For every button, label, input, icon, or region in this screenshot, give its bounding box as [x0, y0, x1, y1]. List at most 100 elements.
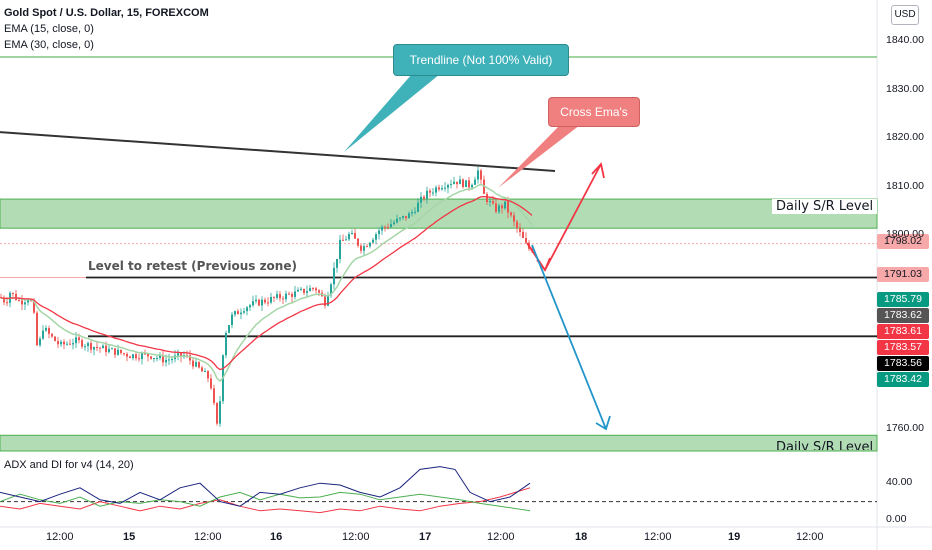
candle-body — [159, 355, 161, 358]
cross-callout-pointer — [498, 125, 580, 188]
candle-body — [354, 232, 356, 239]
candle-body — [213, 388, 215, 404]
candle-body — [426, 190, 428, 199]
candle-body — [216, 403, 218, 424]
candle-body — [351, 232, 353, 234]
trendline — [0, 131, 556, 172]
candle-body — [507, 201, 509, 213]
candle-body — [210, 378, 212, 389]
candle-body — [345, 239, 347, 241]
candle-body — [150, 356, 152, 359]
candle-body — [450, 183, 452, 185]
candle-body — [231, 314, 233, 326]
candle-body — [33, 300, 35, 313]
ema-slow-line — [0, 195, 533, 371]
candle-body — [180, 353, 182, 357]
candle-body — [6, 302, 8, 304]
candle-body — [486, 193, 488, 203]
candle-body — [66, 343, 68, 345]
candle-body — [15, 293, 17, 301]
candle-body — [411, 212, 413, 214]
candle-body — [255, 299, 257, 302]
candle-body — [78, 337, 80, 341]
y-tick-label: 1820.00 — [886, 131, 924, 143]
candle-body — [291, 294, 293, 297]
candle-body — [363, 246, 365, 251]
candle-body — [384, 226, 386, 228]
candle-body — [309, 288, 311, 292]
candle-body — [282, 298, 284, 300]
ema-slow-legend: EMA (30, close, 0) — [4, 39, 94, 51]
candle-body — [306, 291, 308, 293]
candle-body — [147, 353, 149, 357]
candle-body — [276, 294, 278, 298]
y-tick-label: 1800.00 — [886, 228, 924, 240]
bounce-arrow-head-2 — [591, 162, 605, 179]
candle-body — [270, 296, 272, 303]
candle-body — [102, 345, 104, 349]
price-tag: 1785.79 — [877, 292, 929, 307]
y-tick-label: 1840.00 — [886, 34, 924, 46]
candle-body — [519, 228, 521, 233]
candle-body — [429, 190, 431, 193]
candle-body — [381, 226, 383, 231]
ema-fast-legend: EMA (15, close, 0) — [4, 23, 94, 35]
adx-y-tick-label: 0.00 — [886, 513, 907, 525]
candle-body — [390, 224, 392, 228]
adx-line — [0, 466, 531, 507]
drop-arrow-head — [595, 415, 611, 431]
drop-projection-arrow — [531, 244, 607, 430]
candle-body — [489, 201, 491, 203]
candle-body — [288, 293, 290, 295]
currency-button[interactable]: USD — [891, 5, 919, 25]
candle-body — [369, 242, 371, 247]
candle-body — [144, 353, 146, 355]
candle-body — [18, 300, 20, 302]
candle-body — [117, 349, 119, 355]
cross-ema-callout: Cross Ema's — [548, 97, 640, 127]
candle-body — [378, 230, 380, 235]
candle-body — [138, 358, 140, 360]
candle-body — [234, 311, 236, 315]
candle-body — [198, 362, 200, 368]
candle-body — [258, 299, 260, 306]
candle-body — [3, 297, 5, 303]
candle-body — [399, 217, 401, 219]
candle-body — [90, 343, 92, 350]
candle-body — [207, 371, 209, 379]
candle-body — [342, 239, 344, 241]
candle-body — [123, 353, 125, 355]
candle-body — [84, 346, 86, 348]
candle-body — [51, 333, 53, 337]
y-tick-label: 1760.00 — [886, 422, 924, 434]
candle-body — [513, 215, 515, 222]
price-tag: 1783.42 — [877, 372, 929, 387]
candle-body — [417, 202, 419, 212]
candle-body — [93, 346, 95, 350]
candle-body — [435, 187, 437, 193]
candle-body — [348, 233, 350, 240]
price-tag: 1783.56 — [877, 356, 929, 371]
candle-body — [420, 196, 422, 203]
x-tick-label: 19 — [728, 531, 741, 543]
candle-body — [120, 349, 122, 354]
candle-body — [24, 302, 26, 305]
candle-body — [294, 291, 296, 297]
x-tick-label: 12:00 — [644, 531, 672, 543]
candle-body — [96, 346, 98, 348]
candle-body — [243, 311, 245, 313]
candle-body — [408, 213, 410, 219]
candle-body — [75, 337, 77, 344]
adx-y-tick-label: 40.00 — [886, 476, 913, 489]
candle-body — [111, 348, 113, 350]
candle-body — [297, 289, 299, 292]
candle-body — [318, 290, 320, 293]
candle-body — [54, 336, 56, 342]
candle-body — [114, 348, 116, 355]
candle-body — [69, 343, 71, 345]
candle-body — [72, 343, 74, 345]
price-tag: 1783.61 — [877, 324, 929, 339]
candle-body — [414, 211, 416, 213]
